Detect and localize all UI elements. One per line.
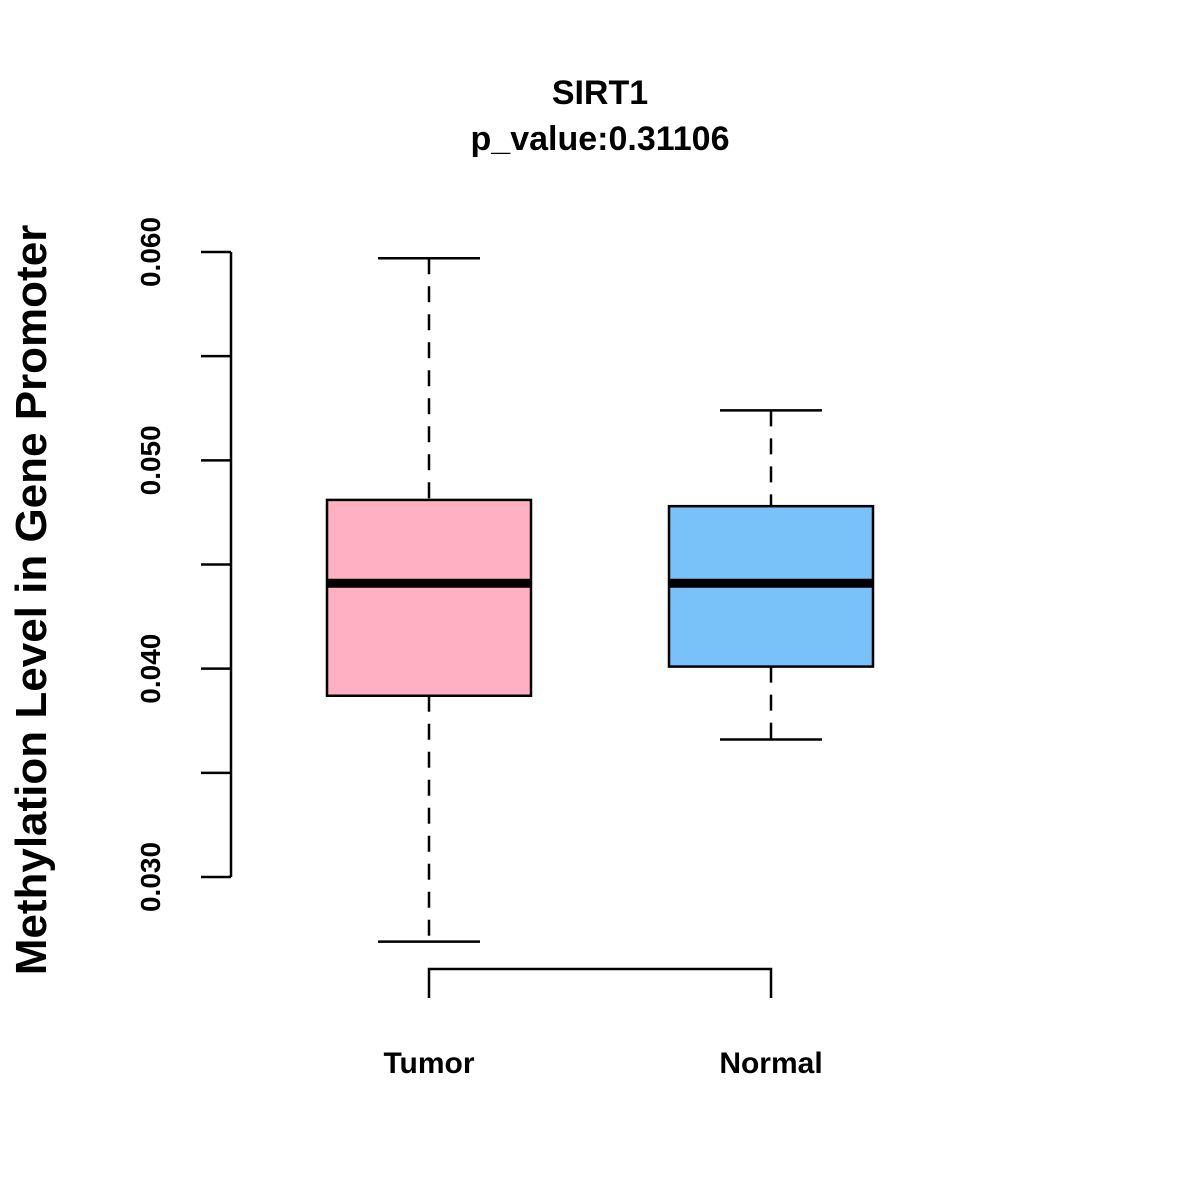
- boxes-group: [325, 257, 875, 943]
- y-tick-label: 0.060: [135, 217, 166, 287]
- y-tick-label: 0.040: [135, 634, 166, 704]
- x-category-label-tumor: Tumor: [383, 1047, 474, 1080]
- box-tumor: [325, 257, 533, 943]
- iqr-box: [325, 498, 533, 697]
- y-tick-label: 0.050: [135, 425, 166, 495]
- bracket-line: [427, 967, 773, 998]
- x-axis-labels: Tumor Normal: [383, 1047, 822, 1080]
- y-axis-label: Methylation Level in Gene Promoter: [7, 225, 56, 976]
- y-tick-label: 0.030: [135, 842, 166, 912]
- x-category-label-normal: Normal: [719, 1047, 822, 1080]
- chart-title: SIRT1: [552, 74, 648, 112]
- y-axis: 0.030 0.040 0.050 0.060: [135, 217, 233, 912]
- chart-subtitle: p_value:0.31106: [471, 120, 730, 158]
- box-normal: [667, 409, 875, 741]
- comparison-bracket: [427, 967, 773, 998]
